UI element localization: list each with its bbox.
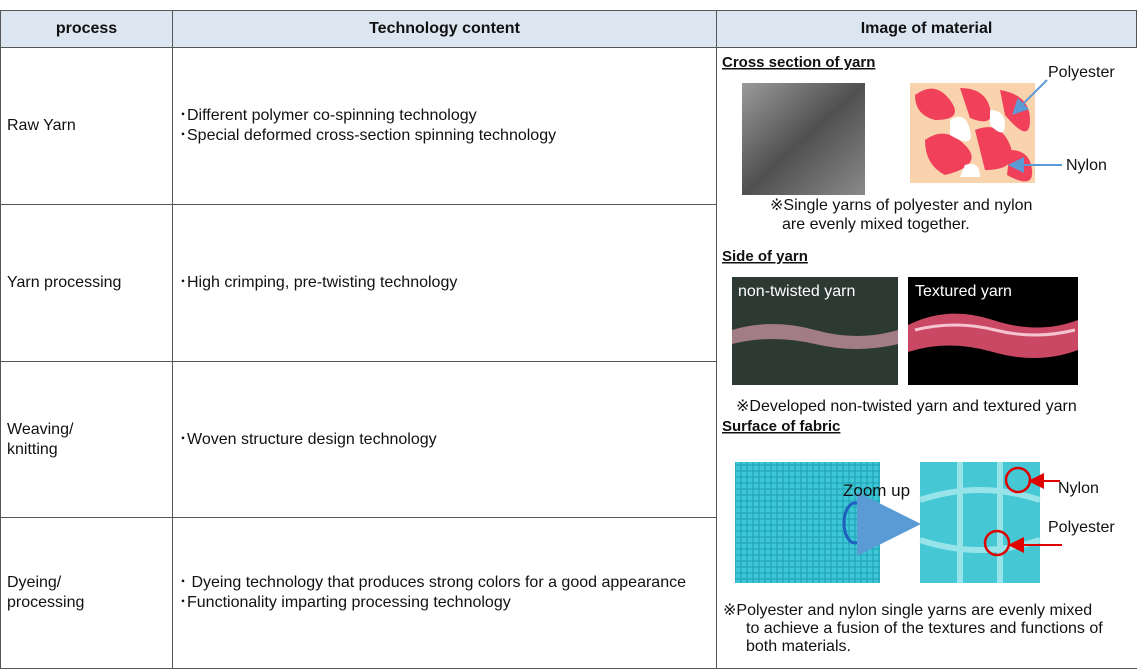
label: ※Polyester and nylon single yarns are ev… xyxy=(723,602,1092,619)
content-cell: ･High crimping, pre-twisting technology xyxy=(173,205,717,362)
content-cell: ･Different polymer co-spinning technolog… xyxy=(173,48,717,205)
header-cell: Technology content xyxy=(173,10,717,48)
label: Polyester xyxy=(1048,64,1115,81)
text-line: processing xyxy=(7,594,85,611)
text-line: ･High crimping, pre-twisting technology xyxy=(179,274,458,291)
text-line: Image of material xyxy=(860,20,993,37)
content-cell: ･ Dyeing technology that produces strong… xyxy=(173,518,717,669)
process-cell: Weaving/knitting xyxy=(0,362,173,518)
text-line: process xyxy=(55,20,118,37)
label: Textured yarn xyxy=(915,283,1012,300)
text-line: ･Woven structure design technology xyxy=(179,430,437,448)
process-cell: Dyeing/processing xyxy=(0,518,173,669)
label: are evenly mixed together. xyxy=(782,216,970,233)
header-cell: Image of material xyxy=(717,10,1137,48)
label: both materials. xyxy=(746,638,851,655)
label: Nylon xyxy=(1066,157,1107,174)
text-line: ･ Dyeing technology that produces strong… xyxy=(179,574,686,591)
fabric-zoom-image xyxy=(920,462,1040,583)
process-cell: Raw Yarn xyxy=(0,48,173,205)
text-line: Technology content xyxy=(369,20,520,37)
label: ※Developed non-twisted yarn and textured… xyxy=(736,398,1077,415)
text-line: Raw Yarn xyxy=(7,117,76,134)
sem-image xyxy=(742,83,865,195)
label: non-twisted yarn xyxy=(738,283,855,300)
label: Cross section of yarn xyxy=(722,54,875,71)
text-line: Weaving/ xyxy=(7,420,74,438)
label: to achieve a fusion of the textures and … xyxy=(746,620,1103,637)
label: Side of yarn xyxy=(722,248,808,265)
label: Polyester xyxy=(1048,519,1115,536)
process-cell: Yarn processing xyxy=(0,205,173,362)
yarn-image xyxy=(732,277,1078,385)
label: Zoom up xyxy=(843,481,910,500)
cross-section-image xyxy=(910,83,1035,183)
arrow xyxy=(1012,79,1048,115)
text-line: Yarn processing xyxy=(7,274,122,291)
content-cell: ･Woven structure design technology xyxy=(173,362,717,518)
label: ※Single yarns of polyester and nylon xyxy=(770,197,1032,214)
label: Surface of fabric xyxy=(722,418,840,435)
header-cell: process xyxy=(0,10,173,48)
text-line: ･Special deformed cross-section spinning… xyxy=(179,127,557,144)
label: Nylon xyxy=(1058,480,1099,497)
text-line: ･Functionality imparting processing tech… xyxy=(179,594,511,611)
fabric-image xyxy=(735,462,880,583)
text-line: Dyeing/ xyxy=(7,574,62,591)
text-line: knitting xyxy=(7,440,58,458)
text-line: ･Different polymer co-spinning technolog… xyxy=(179,107,477,124)
